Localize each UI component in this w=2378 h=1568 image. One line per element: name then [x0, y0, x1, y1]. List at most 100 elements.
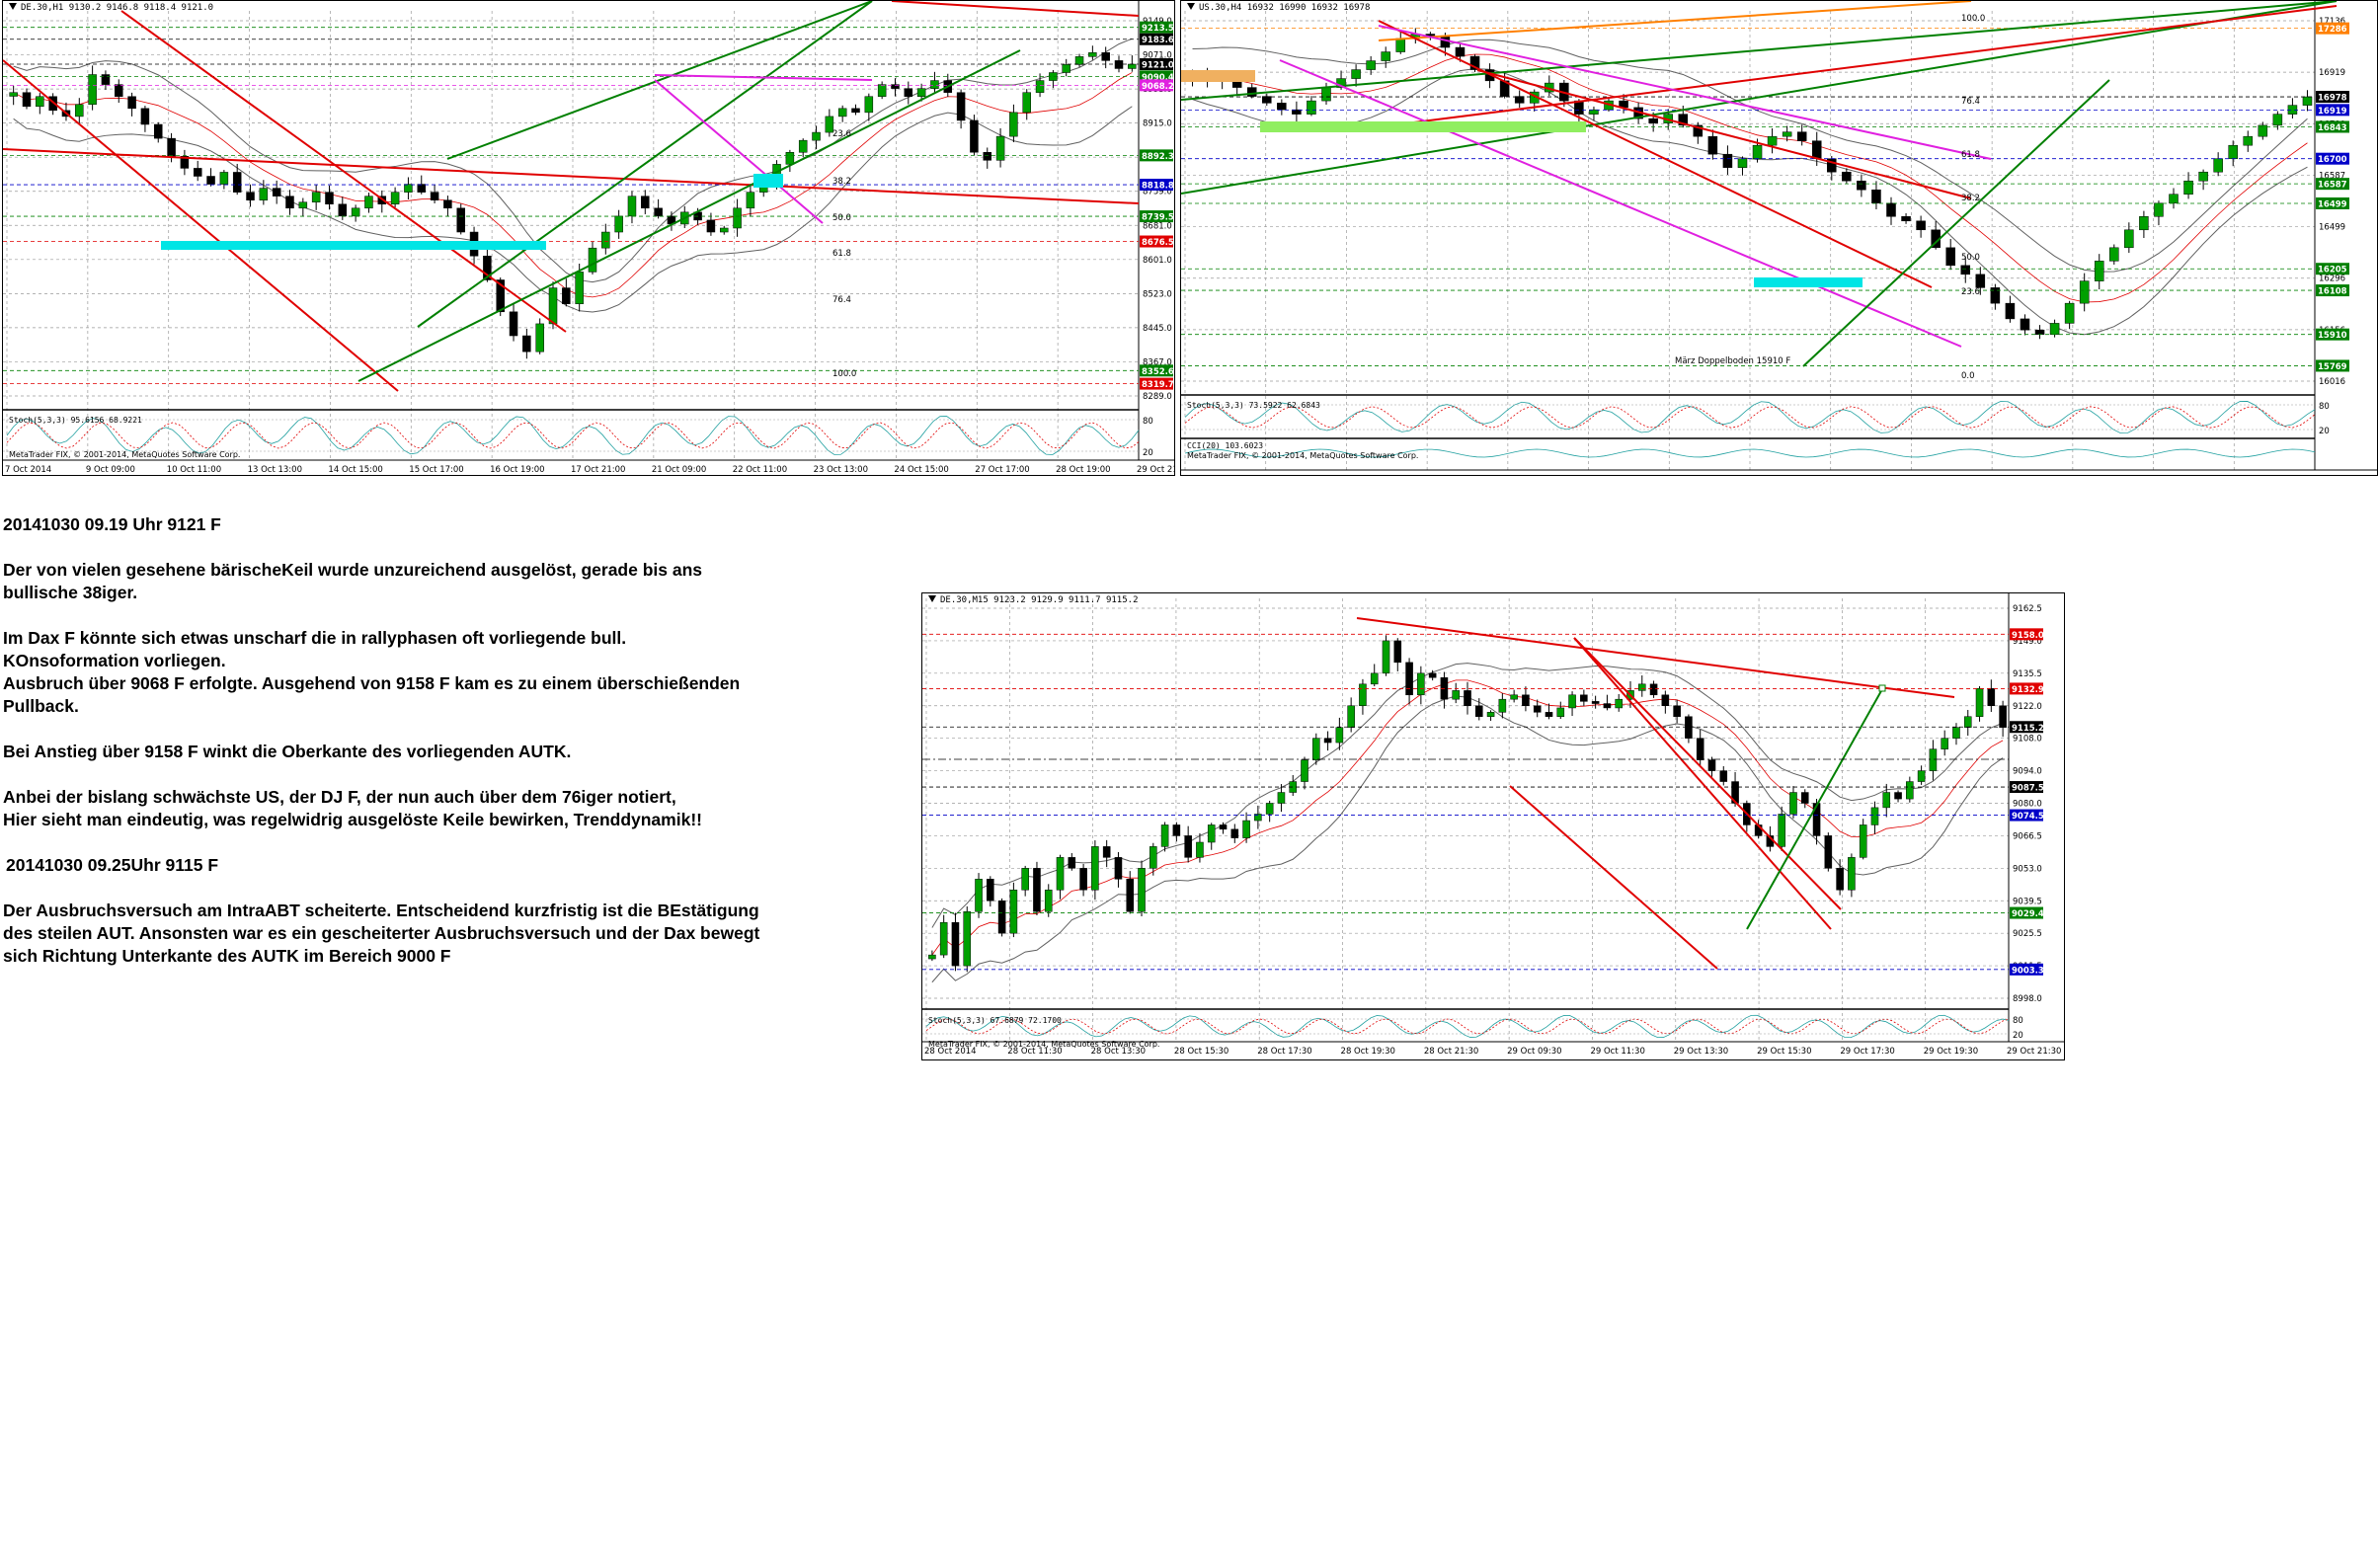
candle — [1301, 759, 1308, 782]
candle — [483, 256, 492, 280]
chart-de30-m15-plot[interactable]: 28 Oct 2014 28 Oct 11:30 28 Oct 13:30 28 Oc… — [922, 593, 2064, 1059]
candle — [2064, 302, 2075, 324]
price-tag-label: 8892.3 — [1142, 152, 1174, 162]
y-tick-label: 8445.0 — [1143, 324, 1172, 334]
candle — [1068, 857, 1076, 869]
comment-line: Ausbruch über 9068 F erfolgte. Ausgehend… — [3, 673, 741, 693]
stoch-signal-line — [925, 1018, 2010, 1035]
candle — [1811, 140, 1822, 159]
candle — [1044, 890, 1053, 912]
trendline-red — [1378, 20, 1933, 288]
candle — [1405, 662, 1413, 696]
x-tick-label: 7 Oct 2014 — [5, 465, 51, 475]
candle — [1545, 712, 1553, 717]
candle — [1452, 690, 1461, 700]
trendline-green — [357, 49, 1021, 382]
candle — [404, 184, 413, 193]
candle — [1999, 705, 2007, 728]
candle — [904, 88, 913, 97]
price-tag — [2010, 781, 2043, 794]
price-tag — [2010, 628, 2043, 641]
price-tag-label: 8739.5 — [1142, 213, 1174, 223]
candle — [1848, 857, 1856, 891]
stoch-label: Stoch(5,3,3) 73.5922 62.6843 — [1187, 401, 1320, 410]
candle — [1871, 189, 1881, 204]
price-tag-label: 9087.5 — [2012, 784, 2044, 794]
trendline-magenta — [1279, 59, 1962, 348]
candle — [535, 323, 544, 353]
candle — [1455, 46, 1466, 57]
candle — [1917, 770, 1926, 782]
candle — [1580, 694, 1588, 702]
fib-level-label: 50.0 — [1961, 253, 1980, 263]
price-tag-label: 16700 — [2318, 155, 2347, 165]
price-tag-label: 9074.5 — [2012, 812, 2044, 822]
chart-header-text: DE.30,M15 9123.2 9129.9 9111.7 9115.2 — [940, 595, 1139, 605]
candle — [1693, 124, 1704, 137]
candle — [1707, 135, 1718, 155]
y-tick-label: 16016 — [2319, 377, 2345, 387]
candle — [956, 92, 966, 121]
candle — [2258, 124, 2268, 137]
cci-label: CCI(20) 103.6023 — [1187, 441, 1264, 450]
candle — [1254, 814, 1262, 822]
candle — [575, 272, 584, 304]
candle — [1737, 158, 1748, 168]
x-tick-label: 24 Oct 15:00 — [894, 465, 948, 475]
price-tag — [2010, 963, 2043, 976]
trendline-red — [120, 10, 567, 333]
dropdown-icon — [1187, 3, 1195, 10]
stoch-level-label: 20 — [1143, 448, 1153, 458]
candle — [798, 139, 808, 153]
stoch-level-label: 80 — [1143, 417, 1153, 427]
x-tick-label: 17 Oct 21:00 — [571, 465, 625, 475]
candle — [115, 84, 123, 97]
candle — [1395, 38, 1406, 52]
candle — [246, 192, 255, 200]
candle — [1323, 738, 1332, 744]
candle — [641, 196, 650, 209]
candle — [2079, 280, 2090, 304]
candle — [1589, 109, 1599, 115]
candle — [1351, 69, 1361, 79]
y-tick-label: 9066.5 — [2013, 831, 2042, 841]
chart-de30-h1-plot[interactable]: 7 Oct 2014 9 Oct 09:00 10 Oct 11:00 13 Oct … — [3, 1, 1174, 475]
candle — [1088, 52, 1097, 57]
candle — [2094, 261, 2104, 281]
trendline-red — [3, 59, 399, 392]
price-tag — [1140, 149, 1173, 162]
x-tick-label: 29 Oct 19:30 — [1924, 1047, 1978, 1057]
trendline-red — [1573, 637, 1832, 930]
candle — [1945, 247, 1955, 267]
candle — [9, 92, 18, 97]
trendline-green — [1746, 688, 1883, 930]
y-tick-label: 9094.0 — [2013, 767, 2042, 777]
price-tag — [2316, 178, 2349, 191]
candle — [2154, 202, 2164, 217]
resistance-zone — [1181, 70, 1255, 82]
stoch-signal-line — [6, 422, 1140, 449]
candle — [2020, 318, 2030, 331]
price-tag-label: 9115.2 — [2012, 724, 2044, 734]
price-tag — [1140, 21, 1173, 34]
x-tick-label: 16 Oct 19:00 — [490, 465, 544, 475]
candle — [1707, 759, 1716, 771]
trendline-red — [1358, 5, 2338, 130]
candle — [1696, 738, 1704, 760]
candle — [1022, 92, 1031, 114]
candle — [1568, 694, 1576, 709]
chart-de30-h1[interactable]: 7 Oct 2014 9 Oct 09:00 10 Oct 11:00 13 Oct … — [2, 0, 1175, 476]
candle — [928, 954, 936, 960]
price-tag — [1140, 58, 1173, 71]
price-tag-label: 9090.4 — [1142, 73, 1174, 83]
candle — [1789, 792, 1797, 815]
candle — [88, 74, 97, 106]
candle — [548, 287, 558, 325]
price-tag-label: 9029.4 — [2012, 909, 2044, 919]
price-tag-label: 16108 — [2318, 287, 2347, 297]
comment-line: sich Richtung Unterkante des AUTK im Ber… — [3, 946, 451, 966]
candle — [1963, 716, 1972, 728]
chart-de30-m15[interactable]: 28 Oct 2014 28 Oct 11:30 28 Oct 13:30 28 Oc… — [921, 592, 2065, 1060]
